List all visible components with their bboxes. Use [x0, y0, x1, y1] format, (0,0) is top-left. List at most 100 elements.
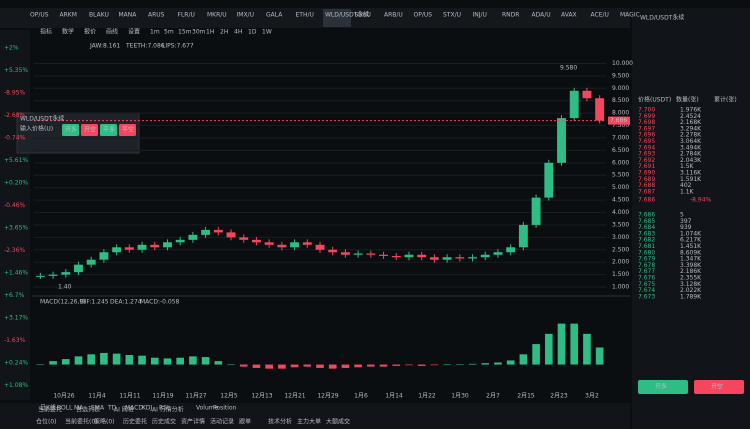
bottom-tab[interactable]: 当前委托	[38, 406, 62, 414]
bottom-subtab[interactable]: 资产详情	[181, 418, 205, 426]
y-tick-label: 9.000	[612, 85, 629, 92]
tab[interactable]: AVAX	[561, 12, 577, 19]
bottom-tab[interactable]: AI 网格	[114, 406, 134, 414]
toolbar-item[interactable]: 1W	[262, 29, 272, 36]
bottom-subtab[interactable]: 当前委托(0)	[65, 418, 98, 426]
tool[interactable]: RSI	[159, 405, 169, 412]
toolbar-item[interactable]: 2H	[220, 29, 228, 36]
candle	[328, 249, 338, 253]
popup-button[interactable]	[119, 124, 136, 136]
toolbar-item[interactable]: 1H	[206, 29, 214, 36]
panel-button[interactable]	[638, 380, 688, 394]
candle	[35, 275, 45, 277]
candle	[251, 239, 261, 243]
ask-price: 7.699	[638, 113, 655, 120]
tab[interactable]: ARB/U	[384, 12, 403, 19]
toolbar-item[interactable]: 5m	[164, 29, 174, 36]
bottom-subtab[interactable]: 主力大单	[297, 418, 321, 426]
popup-button-label[interactable]: 开空	[84, 126, 96, 134]
bottom-subtab[interactable]: 历史成交	[152, 418, 176, 426]
bottom-subtab[interactable]: 技术分析	[268, 418, 292, 426]
tab[interactable]: MANA	[119, 12, 138, 19]
popup-button-label[interactable]: 开多	[65, 126, 77, 134]
low-label: 1.40	[58, 284, 72, 291]
popup-button-label[interactable]: 平多	[103, 126, 115, 134]
tab[interactable]: ETH/U	[296, 12, 314, 19]
tab[interactable]: SUI/U	[355, 12, 371, 19]
indicator: TEETH:7.086	[125, 43, 165, 50]
toolbar-item[interactable]: 报价	[84, 28, 96, 36]
popup-button[interactable]	[81, 124, 98, 136]
toolbar-item[interactable]: 1m	[150, 29, 160, 36]
tab[interactable]: ADA/U	[532, 12, 551, 19]
macd-bar	[150, 357, 159, 365]
bottom-subtab[interactable]: 活动记录	[210, 418, 234, 426]
toolbar-item[interactable]: 30m	[192, 29, 206, 36]
bottom-tab[interactable]: AI 行情分析	[152, 406, 184, 414]
toolbar-item[interactable]: 1D	[248, 29, 257, 36]
toolbar-item[interactable]: 4H	[234, 29, 242, 36]
tab[interactable]: OP/US	[30, 12, 49, 19]
tab[interactable]: BLAKU	[89, 12, 109, 19]
tab[interactable]: ARKM	[60, 12, 77, 19]
tab[interactable]: ARUS	[148, 12, 165, 19]
macd-bar	[100, 352, 108, 365]
ask-price: 7.694	[638, 144, 655, 151]
toolbar-item[interactable]: 数学	[62, 28, 74, 36]
tool[interactable]: BOLL	[57, 405, 73, 412]
y-tick-label: 7.000	[612, 134, 629, 141]
popup-button[interactable]	[100, 124, 117, 136]
tool[interactable]: MACD	[125, 405, 143, 412]
macd-bar	[367, 364, 375, 367]
tool[interactable]: Volume	[196, 405, 219, 412]
bid-size: 1.451K	[680, 243, 702, 250]
tab[interactable]: ACE/U	[591, 12, 609, 19]
macd-bar	[430, 364, 439, 366]
popup-button[interactable]	[62, 124, 79, 136]
tab[interactable]: OP/US	[414, 12, 433, 19]
x-tick-label: 1月14	[385, 393, 403, 400]
tool[interactable]: 日K线	[40, 404, 56, 412]
tab[interactable]: FLR/U	[178, 12, 195, 19]
x-tick-label: 12月13	[251, 393, 272, 400]
ask-price: 7.690	[638, 170, 655, 177]
tool[interactable]: MA	[74, 405, 84, 412]
tool[interactable]: EMA	[91, 405, 105, 412]
bottom-subtab[interactable]: 策略(0)	[94, 418, 115, 426]
panel-button-label[interactable]: 开空	[711, 383, 723, 391]
y-tick-label: 1.000	[612, 284, 629, 291]
candle	[61, 272, 71, 275]
toolbar-item[interactable]: 15m	[178, 29, 192, 36]
toolbar-item[interactable]: 画线	[106, 28, 118, 36]
bid-size: 2.022K	[680, 287, 702, 294]
panel-button[interactable]	[694, 380, 744, 394]
tab[interactable]: WLD/USDT永续	[325, 11, 369, 19]
tab[interactable]: STX/U	[443, 12, 461, 19]
candle	[391, 255, 401, 258]
tab[interactable]: MKR/U	[207, 12, 227, 19]
tab[interactable]: IMX/U	[237, 12, 254, 19]
sidebar-change: +5.35%	[4, 67, 28, 74]
toolbar-item[interactable]: 设置	[128, 28, 140, 36]
x-tick-label: 2月23	[550, 393, 568, 400]
bottom-subtab[interactable]: 大额成交	[326, 418, 350, 426]
popup-button-label[interactable]: 平空	[122, 126, 134, 134]
ask-size: 402	[680, 182, 692, 189]
macd-bar	[163, 358, 172, 365]
bottom-subtab[interactable]: 仓位(0)	[36, 418, 57, 426]
tool[interactable]: TD	[107, 405, 117, 412]
bottom-tab[interactable]: 自选列表	[76, 406, 100, 414]
bid-price: 7.675	[638, 281, 655, 288]
bottom-subtab[interactable]: 历史委托	[123, 418, 147, 426]
tool[interactable]: KDJ	[142, 405, 153, 412]
tab[interactable]: INJ/U	[473, 12, 487, 19]
bottom-subtab[interactable]: 跟单	[239, 418, 251, 426]
panel-button-label[interactable]: 开多	[655, 383, 667, 391]
x-tick-label: 1月22	[418, 393, 436, 400]
tab[interactable]: MAGIC	[620, 12, 640, 19]
macd-bar	[405, 364, 413, 366]
tool[interactable]: Position	[213, 405, 237, 412]
toolbar-item[interactable]: 指标	[40, 28, 52, 36]
tab[interactable]: RNDR	[502, 12, 519, 19]
tab[interactable]: GALA	[266, 12, 283, 19]
